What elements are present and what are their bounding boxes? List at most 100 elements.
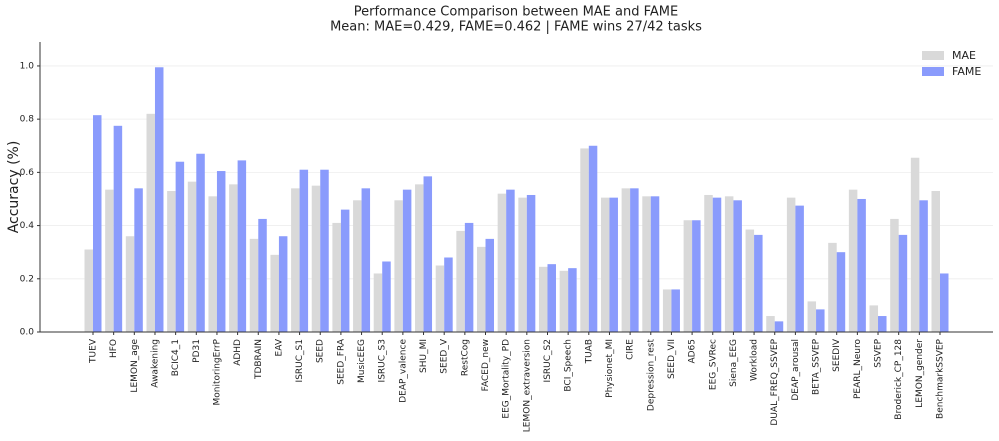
- bar: [878, 316, 887, 332]
- x-tick-label: Broderick_CP_128: [894, 339, 904, 420]
- chart-title: Performance Comparison between MAE and F…: [354, 5, 678, 20]
- x-tick-label: CIRE: [626, 339, 636, 360]
- bar: [373, 273, 383, 332]
- bar: [382, 261, 391, 332]
- x-tick-label: BCI_Speech: [564, 339, 574, 392]
- bar: [93, 115, 102, 333]
- bar: [919, 200, 928, 332]
- bar: [910, 157, 920, 332]
- bar: [671, 289, 680, 332]
- bar: [559, 270, 569, 332]
- bar: [692, 220, 701, 332]
- x-tick-label: Workload: [750, 339, 760, 381]
- x-tick-label: SEED_FRA: [336, 338, 346, 385]
- bar: [580, 148, 589, 332]
- bar: [196, 153, 205, 332]
- bar: [208, 196, 217, 332]
- bar: [662, 289, 672, 332]
- legend-label: MAE: [952, 49, 976, 62]
- bar: [766, 316, 775, 332]
- bar: [816, 309, 825, 332]
- y-tick-label: 0.8: [20, 115, 35, 125]
- bar: [609, 197, 618, 332]
- bar: [538, 266, 548, 332]
- x-tick-label: TUEV: [89, 338, 99, 364]
- y-tick-label: 0.6: [20, 168, 35, 178]
- bar: [600, 197, 610, 332]
- y-tick-label: 0.0: [20, 328, 35, 338]
- bar: [278, 236, 288, 332]
- bar: [237, 160, 247, 332]
- bar: [154, 67, 164, 332]
- x-tick-label: MusicEEG: [357, 339, 367, 383]
- bar: [506, 189, 515, 332]
- bar: [621, 188, 631, 332]
- x-tick-label: BenchmarkSSVEP: [936, 338, 946, 419]
- x-tick-label: FACED_new: [481, 339, 491, 391]
- bar: [940, 273, 949, 332]
- bar: [477, 246, 486, 332]
- bar: [568, 268, 577, 332]
- bar: [485, 238, 495, 332]
- x-tick-label: AD65: [688, 339, 698, 364]
- legend-swatch: [922, 51, 944, 60]
- bar: [435, 265, 445, 332]
- bar: [807, 301, 817, 332]
- x-tick-label: LEMON_extraversion: [522, 339, 532, 432]
- legend-swatch: [922, 67, 944, 76]
- x-tick-label: ISRUC_S2: [543, 339, 553, 382]
- bar: [683, 220, 693, 332]
- bar: [340, 209, 350, 332]
- x-tick-label: DEAP_valence: [398, 339, 408, 403]
- bar: [642, 196, 651, 332]
- x-tick-label: DEAP_arousal: [791, 339, 801, 401]
- bar: [869, 305, 879, 332]
- bar: [105, 189, 114, 332]
- x-tick-label: Depression_rest: [646, 339, 656, 412]
- bar: [311, 185, 321, 332]
- x-tick-label: EAV: [274, 338, 284, 356]
- x-tick-label: SEED_V: [440, 338, 450, 374]
- bar: [733, 200, 742, 332]
- bar: [754, 234, 763, 332]
- bar: [332, 222, 341, 332]
- y-tick-label: 0.4: [20, 221, 35, 231]
- bar: [828, 242, 837, 332]
- x-tick-label: MonitoringErrP: [212, 338, 222, 405]
- chart-subtitle: Mean: MAE=0.429, FAME=0.462 | FAME wins …: [330, 20, 702, 35]
- bar: [704, 194, 713, 332]
- bar: [931, 190, 940, 332]
- bar: [630, 188, 639, 332]
- x-tick-label: SEEDIV: [832, 338, 842, 372]
- x-tick-label: EEG_Mortality_PD: [502, 339, 512, 419]
- bar: [650, 196, 660, 332]
- bar: [146, 113, 155, 332]
- x-tick-label: Physionet_MI: [605, 339, 615, 398]
- x-tick-label: Siena_EEG: [729, 339, 739, 387]
- bar: [588, 145, 598, 332]
- bar: [444, 257, 453, 332]
- bar: [786, 197, 796, 332]
- bar: [848, 189, 858, 332]
- bar: [464, 222, 474, 332]
- bar: [774, 321, 784, 332]
- x-tick-label: ADHD: [233, 339, 243, 366]
- x-tick-label: LEMON_age: [130, 339, 140, 393]
- y-tick-label: 0.2: [20, 274, 34, 284]
- x-tick-label: LEMON_gender: [915, 339, 925, 408]
- bar: [270, 254, 279, 332]
- bar: [353, 200, 362, 332]
- x-tick-label: BCIC4_1: [171, 339, 181, 376]
- bar: [890, 218, 899, 332]
- x-tick-label: RestCog: [460, 339, 470, 376]
- x-tick-label: SSVEP: [874, 338, 884, 367]
- y-tick-label: 1.0: [20, 61, 35, 71]
- x-tick-label: DUAL_FREQ_SSVEP: [770, 338, 780, 425]
- bar: [547, 264, 556, 332]
- bar: [134, 188, 143, 332]
- bar: [291, 188, 300, 332]
- x-tick-label: HFO: [109, 339, 119, 358]
- bar: [712, 197, 722, 332]
- x-tick-label: SEED_VII: [667, 339, 677, 379]
